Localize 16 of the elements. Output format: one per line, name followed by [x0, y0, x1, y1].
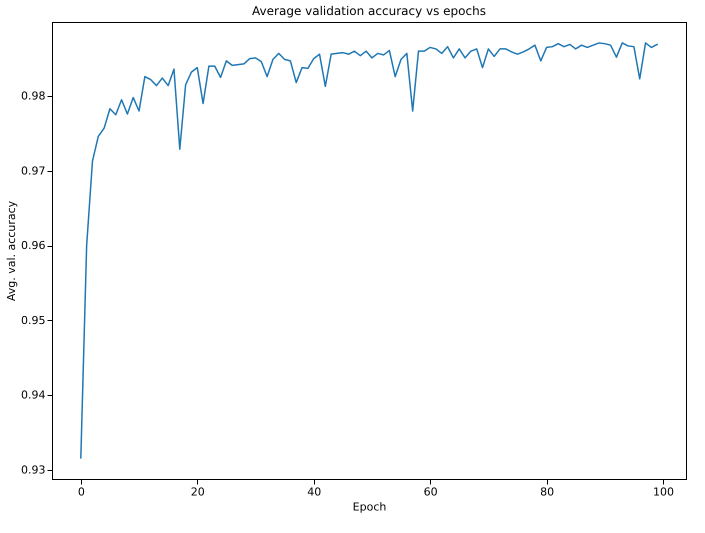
y-axis-title: Avg. val. accuracy [5, 200, 18, 302]
y-tick-label: 0.97 [21, 164, 46, 178]
y-tick-label: 0.93 [21, 464, 46, 477]
x-axis-title: Epoch [352, 500, 386, 514]
chart-title: Average validation accuracy vs epochs [252, 4, 486, 18]
x-tick-label: 60 [424, 486, 438, 498]
x-tick-label: 40 [307, 486, 322, 498]
y-tick-label: 0.95 [21, 314, 46, 327]
line-series [80, 42, 658, 459]
x-tick-label: 0 [78, 486, 85, 498]
y-tick-label: 0.96 [21, 239, 46, 252]
y-tick-label: 0.98 [21, 90, 46, 103]
x-tick-label: 80 [540, 486, 554, 498]
x-tick-label: 100 [653, 486, 674, 498]
y-tick-label: 0.94 [21, 388, 46, 402]
x-tick-label: 20 [190, 486, 205, 498]
